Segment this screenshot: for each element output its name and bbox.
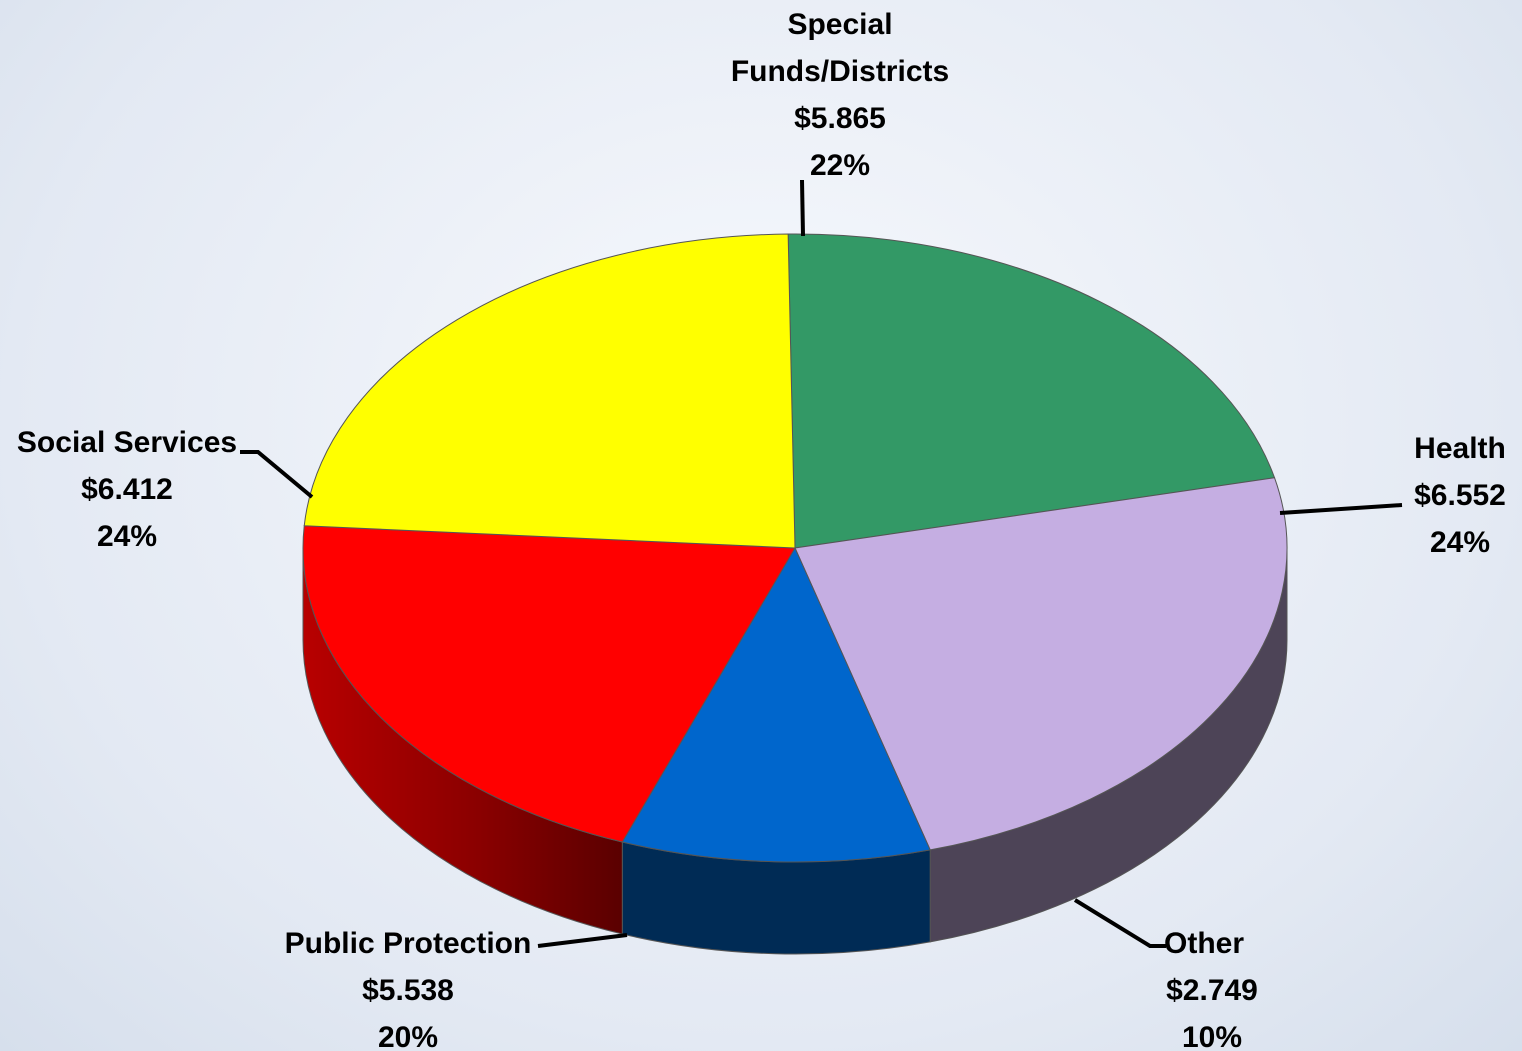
- name-label: Health: [1414, 432, 1506, 465]
- value-label: $5.538: [362, 974, 454, 1007]
- slice-public-protection: [302, 525, 796, 843]
- leader-line-health: [1279, 503, 1403, 515]
- percent-label: 24%: [97, 520, 157, 553]
- percent-label: 22%: [810, 149, 870, 182]
- leader-line-public-protection: [537, 933, 628, 948]
- percent-label: 24%: [1430, 526, 1490, 559]
- value-label: $5.865: [794, 102, 886, 135]
- value-label: $2.749: [1166, 974, 1258, 1007]
- name-label: Social Services: [17, 426, 237, 459]
- slice-other: [621, 546, 931, 863]
- value-label: $6.412: [81, 473, 173, 506]
- slice-social-services: [303, 233, 796, 549]
- leader-line-special-funds-districts: [800, 179, 805, 237]
- leader-line-social-services: [240, 450, 314, 499]
- slice-labels: Special Funds/Districts $5.865 22% Health $6.…: [17, 8, 1506, 1051]
- name-label: Other: [1164, 927, 1244, 960]
- slice-special-funds-districts: [787, 233, 1276, 549]
- slice-health: [794, 477, 1288, 851]
- label-health: Health $6.552 24%: [1414, 432, 1506, 559]
- pie-top-faces: [302, 233, 1288, 863]
- name-label: Special: [787, 8, 892, 41]
- name-label: Public Protection: [285, 927, 532, 960]
- percent-label: 20%: [378, 1021, 438, 1051]
- percent-label: 10%: [1182, 1021, 1242, 1051]
- leader-line-other: [1073, 898, 1166, 948]
- label-social-services: Social Services $6.412 24%: [17, 426, 237, 553]
- label-public-protection: Public Protection $5.538 20%: [285, 927, 532, 1051]
- leader-lines: [240, 179, 1403, 948]
- value-label: $6.552: [1414, 479, 1506, 512]
- label-other: Other $2.749 10%: [1164, 927, 1258, 1051]
- label-special-funds-districts: Special Funds/Districts $5.865 22%: [731, 8, 949, 182]
- name-label: Funds/Districts: [731, 55, 949, 88]
